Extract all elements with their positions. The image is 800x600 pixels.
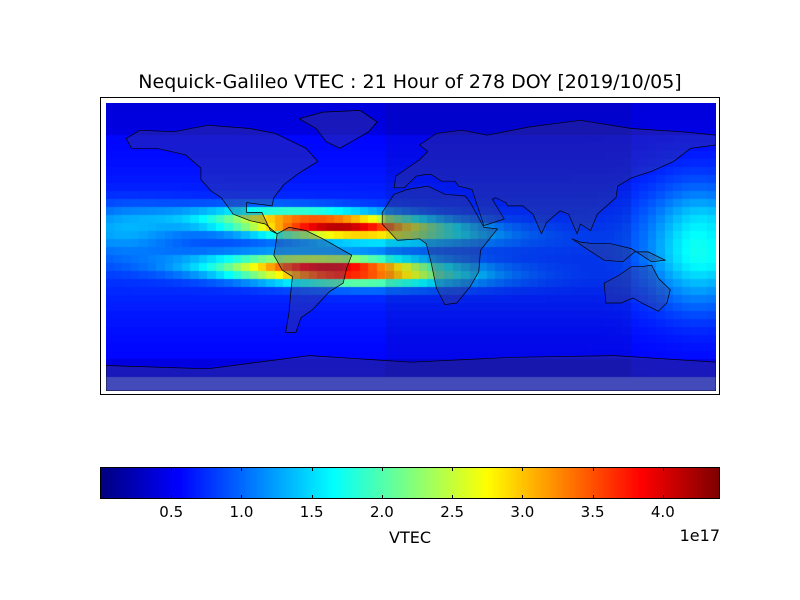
colorbar-tick-mark xyxy=(381,467,383,499)
colorbar-tick-mark xyxy=(452,467,454,499)
colorbar-tick-label: 2.0 xyxy=(369,503,394,521)
coastline-overlay xyxy=(106,103,716,391)
night-shading xyxy=(385,103,632,377)
landmass-eurasia xyxy=(393,119,716,235)
colorbar-tick-label: 4.0 xyxy=(650,503,675,521)
landmass-antarctica xyxy=(106,355,716,391)
landmass-south-america xyxy=(273,226,353,333)
colorbar-tick-mark xyxy=(241,467,243,499)
vtec-heatmap xyxy=(106,103,716,391)
colorbar-tick-mark xyxy=(592,467,594,499)
landmass-greenland xyxy=(298,110,378,149)
colorbar-tick-mark xyxy=(171,467,173,499)
colorbar-gradient xyxy=(101,468,719,498)
landmass-africa xyxy=(381,185,499,305)
colorbar-tick-label: 3.5 xyxy=(580,503,605,521)
colorbar-tick-mark xyxy=(311,467,313,499)
colorbar-offset-text: 1e17 xyxy=(679,526,720,545)
landmass-australia xyxy=(603,264,671,312)
colorbar-tick-label: 1.5 xyxy=(299,503,324,521)
colorbar-tick-label: 2.5 xyxy=(440,503,465,521)
landmass-north-america xyxy=(125,124,319,235)
landmass-indonesia xyxy=(571,238,667,263)
colorbar-label: VTEC xyxy=(389,528,431,547)
colorbar xyxy=(100,467,720,499)
colorbar-tick-mark xyxy=(522,467,524,499)
vtec-map xyxy=(100,97,720,395)
colorbar-tick-label: 0.5 xyxy=(159,503,184,521)
chart-title: Nequick-Galileo VTEC : 21 Hour of 278 DO… xyxy=(138,71,682,93)
colorbar-tick-label: 1.0 xyxy=(229,503,254,521)
colorbar-tick-label: 3.0 xyxy=(510,503,535,521)
colorbar-tick-mark xyxy=(662,467,664,499)
